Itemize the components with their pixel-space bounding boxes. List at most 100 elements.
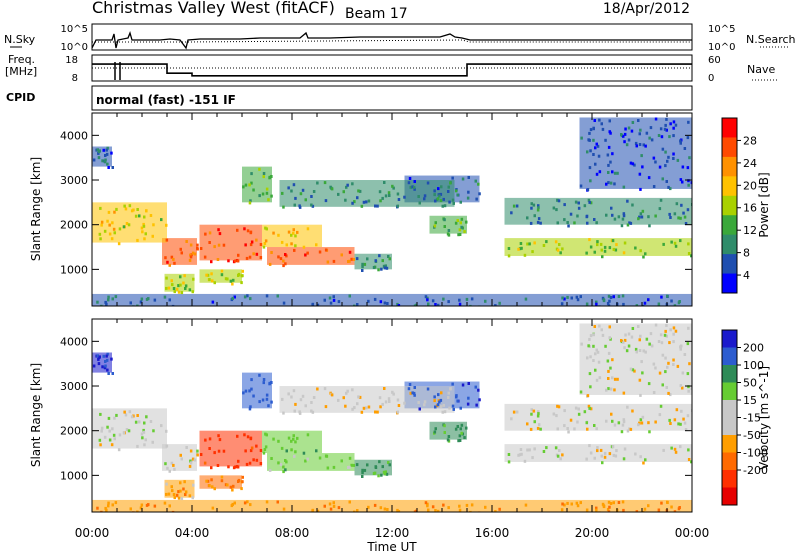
power-cell (674, 123, 678, 127)
velocity-cell (140, 503, 144, 507)
velocity-cell (245, 462, 249, 466)
velocity-cell (115, 413, 118, 417)
power-cell (557, 199, 561, 203)
velocity-cell (378, 396, 382, 400)
power-cbar-tick: 4 (743, 269, 750, 282)
velocity-cell (418, 407, 421, 411)
power-cell (642, 143, 645, 147)
velocity-cell (536, 426, 540, 430)
power-cell (170, 279, 173, 283)
velocity-cell (241, 475, 244, 479)
power-cell (598, 170, 602, 174)
power-cell (110, 151, 113, 155)
power-cell (668, 135, 671, 139)
velocity-cell (259, 462, 263, 465)
velocity-cell (282, 411, 285, 415)
velocity-cell (220, 475, 224, 479)
power-cell (622, 251, 626, 255)
velocity-cell (640, 360, 643, 364)
power-cell (211, 279, 214, 283)
velocity-cell (626, 429, 630, 433)
power-cell (596, 240, 599, 244)
power-band (92, 146, 112, 167)
velocity-cell (279, 463, 283, 467)
power-cell (622, 302, 625, 306)
velocity-cell (639, 393, 642, 397)
velocity-cell (324, 405, 328, 409)
power-cell (189, 243, 193, 247)
power-cell (531, 250, 534, 254)
velocity-cell (218, 438, 222, 442)
power-cell (654, 160, 657, 164)
power-cell (556, 198, 559, 202)
velocity-cell (642, 349, 645, 353)
power-cell (136, 238, 139, 242)
velocity-cell (613, 377, 617, 381)
velocity-cell (469, 510, 472, 512)
velocity-cell (99, 443, 102, 447)
power-cell (111, 297, 114, 301)
power-cell (114, 295, 118, 299)
power-cell (563, 297, 566, 301)
velocity-cell (567, 430, 570, 434)
velocity-cell (293, 409, 296, 413)
power-cell (165, 286, 168, 290)
power-cell (673, 304, 677, 306)
velocity-cell (352, 463, 356, 467)
velocity-cell (576, 420, 579, 424)
power-cell (177, 290, 181, 294)
velocity-cell (623, 447, 627, 451)
velocity-cell (179, 489, 182, 493)
power-cell (459, 200, 462, 204)
velocity-cell (242, 391, 245, 395)
power-cell (622, 134, 625, 138)
velocity-cell (340, 459, 343, 463)
power-cell (263, 242, 267, 245)
velocity-cell (650, 344, 654, 348)
velocity-cell (264, 432, 267, 436)
power-cell (332, 259, 336, 263)
velocity-cell (687, 385, 690, 389)
velocity-cell (348, 500, 351, 504)
power-cell (555, 208, 558, 212)
x-tick-label: 20:00 (575, 526, 610, 540)
velocity-cell (575, 501, 579, 505)
power-cell (447, 229, 451, 232)
velocity-cell (463, 436, 466, 440)
velocity-cell (329, 507, 333, 511)
velocity-cell (391, 390, 394, 394)
velocity-cell (679, 384, 683, 388)
velocity-cell (598, 376, 602, 380)
velocity-cell (454, 427, 458, 431)
velocity-cell (586, 356, 589, 360)
velocity-cell (523, 459, 527, 463)
power-cell (132, 208, 135, 212)
velocity-cell (686, 414, 690, 418)
power-cbar-swatch (722, 215, 737, 236)
power-cell (648, 224, 651, 228)
velocity-cell (460, 431, 463, 435)
power-cell (623, 132, 627, 136)
power-cell (179, 275, 182, 279)
velocity-cell (100, 429, 103, 433)
velocity-cell (507, 460, 511, 464)
velocity-cell (537, 410, 540, 414)
velocity-cell (311, 410, 315, 414)
freq-label-2: [MHz] (5, 65, 37, 78)
power-cell (284, 262, 287, 266)
velocity-cell (589, 355, 592, 359)
power-cell (608, 130, 611, 134)
power-cell (662, 242, 665, 246)
velocity-cell (512, 410, 516, 414)
power-cell (264, 226, 267, 230)
velocity-cell (107, 372, 110, 375)
velocity-cell (467, 396, 470, 400)
velocity-cell (577, 407, 580, 411)
power-cell (268, 176, 271, 180)
x-tick-label: 08:00 (275, 526, 310, 540)
power-cell (460, 217, 464, 221)
velocity-cell (478, 398, 481, 402)
velocity-cell (342, 396, 345, 400)
power-cell (391, 184, 394, 188)
velocity-cell (282, 507, 286, 511)
